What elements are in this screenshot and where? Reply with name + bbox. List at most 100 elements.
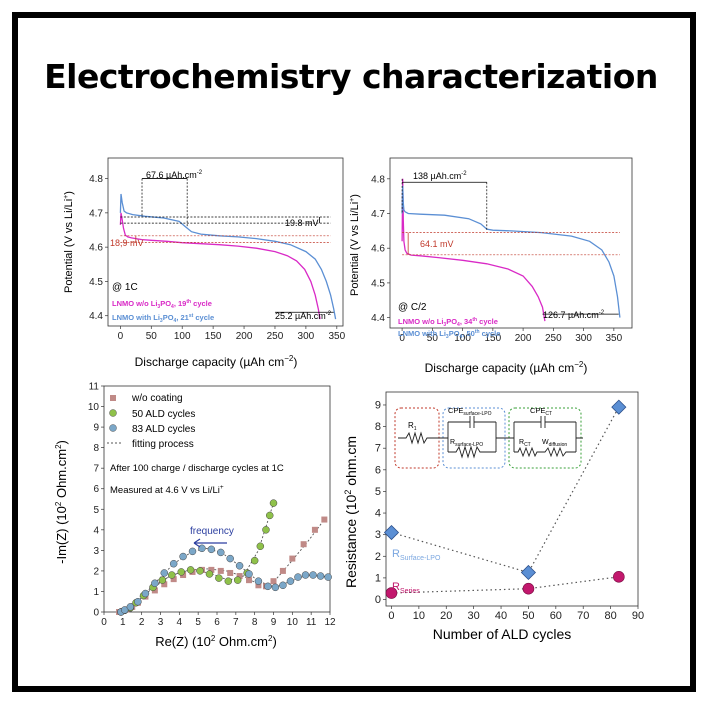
x-tick-label: 250 <box>545 333 562 344</box>
marker-wo-coating <box>236 573 243 580</box>
axes-frame <box>107 157 344 327</box>
series-group <box>116 499 332 616</box>
y-axis-label: -Im(Z) (102 Ohm.cm2) <box>54 440 69 564</box>
x-tick-label: 250 <box>267 331 284 342</box>
y-tick-label: 7 <box>93 464 99 475</box>
x-tick-label: 40 <box>495 610 507 622</box>
series-line-uncoated <box>401 178 546 322</box>
circuit-r-ct-label: RCT <box>519 439 531 448</box>
marker-wo-coating <box>289 555 296 562</box>
legend-label: 83 ALD cycles <box>132 424 195 435</box>
x-tick-label: 0 <box>118 331 124 342</box>
marker-83-ald <box>324 573 332 581</box>
y-tick-label: 7 <box>375 443 381 455</box>
marker-50-ald <box>168 571 176 579</box>
marker-83-ald <box>254 577 263 585</box>
marker-wo-coating <box>246 577 253 584</box>
x-tick-label: 50 <box>146 331 158 342</box>
legend-marker-wo-coating <box>110 395 116 401</box>
y-tick-label: 2 <box>375 551 381 563</box>
plot-area <box>107 157 344 327</box>
x-tick-label: 350 <box>606 333 623 344</box>
voltage-gap-left-label: 18,9 mV <box>110 238 144 248</box>
x-tick-label: 30 <box>468 610 480 622</box>
x-tick-label: 11 <box>306 617 317 628</box>
x-tick-label: 300 <box>298 331 315 342</box>
marker-50-ald <box>186 566 195 574</box>
y-tick-label: 4.4 <box>89 311 103 322</box>
x-tick-label: 8 <box>252 617 258 628</box>
marker-83-ald <box>120 606 129 614</box>
y-tick-label: 3 <box>93 546 99 557</box>
marker-50-ald <box>256 542 265 551</box>
marker-83-ald <box>217 548 225 557</box>
y-tick-label: 11 <box>89 382 100 393</box>
y-tick-label: 5 <box>93 505 99 516</box>
axes-frame <box>389 157 633 329</box>
slide-title: Electrochemistry characterization <box>44 57 658 96</box>
marker-83-ald <box>126 603 135 611</box>
marker-83-ald <box>179 552 187 561</box>
legend-marker-50-ald <box>109 409 117 417</box>
marker-surface-resistance <box>383 524 400 541</box>
marker-wo-coating <box>255 582 262 589</box>
marker-83-ald <box>169 559 178 568</box>
x-tick-label: 9 <box>271 617 277 628</box>
x-tick-label: 150 <box>205 331 222 342</box>
marker-wo-coating <box>227 569 234 576</box>
y-tick-label: 6 <box>375 464 381 476</box>
marker-50-ald <box>215 574 223 582</box>
capacity-gap-label: 138 µAh.cm-2 <box>413 171 467 181</box>
marker-83-ald <box>286 577 295 585</box>
trend-line-series <box>391 576 619 594</box>
y-tick-label: 0 <box>93 608 99 619</box>
circuit-box-surface <box>442 407 506 469</box>
marker-83-ald <box>188 547 197 556</box>
y-axis-label: Potential (V vs Li/Li+) <box>349 194 361 296</box>
x-tick-label: 0 <box>388 610 394 622</box>
marker-wo-coating <box>300 541 307 548</box>
legend: w/o coating 50 ALD cycles 83 ALD cycles … <box>107 393 195 450</box>
chart-discharge-c2: 0 50 100 150 200 250 300 350 4.4 4.5 4.6 4.7 4.8 138… <box>349 157 633 375</box>
annotations: 67.6 µAh.cm-2 19.8 mV 18,9 mV 25.2 µAh.c… <box>110 170 334 324</box>
marker-50-ald <box>233 576 242 584</box>
y-tick-label: 9 <box>93 423 99 434</box>
y-axis-label: Resistance (102 ohm.cm <box>343 436 359 588</box>
x-tick-label: 3 <box>158 617 164 628</box>
marker-50-ald <box>262 526 270 534</box>
x-tick-label: 200 <box>236 331 253 342</box>
marker-83-ald <box>160 569 169 577</box>
chart-resistance: 0 10 20 30 40 50 60 70 80 90 0 1 2 3 4 5 6 7 8 9 R1 CPEsurf… <box>343 391 644 642</box>
marker-50-ald <box>205 570 214 578</box>
marker-series-resistance <box>613 571 625 583</box>
circuit-wires <box>398 416 583 459</box>
x-tick-label: 50 <box>427 333 439 344</box>
note-measured: Measured at 4.6 V vs Li/Li+ <box>110 484 224 496</box>
x-axis-label: Discharge capacity (µAh cm−2) <box>135 354 298 369</box>
equivalent-circuit-inset: R1 CPEsurface-LPO Rsurface-LPO CPECT RCT… <box>394 406 583 469</box>
y-tick-label: 4.7 <box>89 208 103 219</box>
voltage-gap-label: 64.1 mV <box>420 239 454 249</box>
x-tick-label: 300 <box>575 333 592 344</box>
marker-83-ald <box>264 582 272 591</box>
x-tick-label: 60 <box>550 610 562 622</box>
y-tick-label: 4.7 <box>371 209 385 220</box>
x-axis-label: Re(Z) (102 Ohm.cm2) <box>155 634 277 649</box>
y-tick-label: 5 <box>375 486 381 498</box>
voltage-gap-right-label: 19.8 mV <box>285 218 319 228</box>
marker-83-ald <box>134 597 142 606</box>
slide-frame <box>12 12 696 692</box>
x-tick-label: 1 <box>120 617 126 628</box>
marker-surface-resistance <box>520 564 537 581</box>
legend-entry-1: LNMO w/o Li3PO4, 34th cycle <box>398 317 498 328</box>
x-tick-label: 0 <box>101 617 107 628</box>
circuit-w-label: Wdiffusion <box>542 439 567 448</box>
legend-label: fitting process <box>132 439 194 450</box>
note-cycling: After 100 charge / discharge cycles at 1… <box>110 463 284 474</box>
y-tick-label: 1 <box>93 587 99 598</box>
legend-label: 50 ALD cycles <box>132 409 195 420</box>
x-tick-label: 12 <box>324 617 336 628</box>
x-tick-label: 7 <box>233 617 239 628</box>
